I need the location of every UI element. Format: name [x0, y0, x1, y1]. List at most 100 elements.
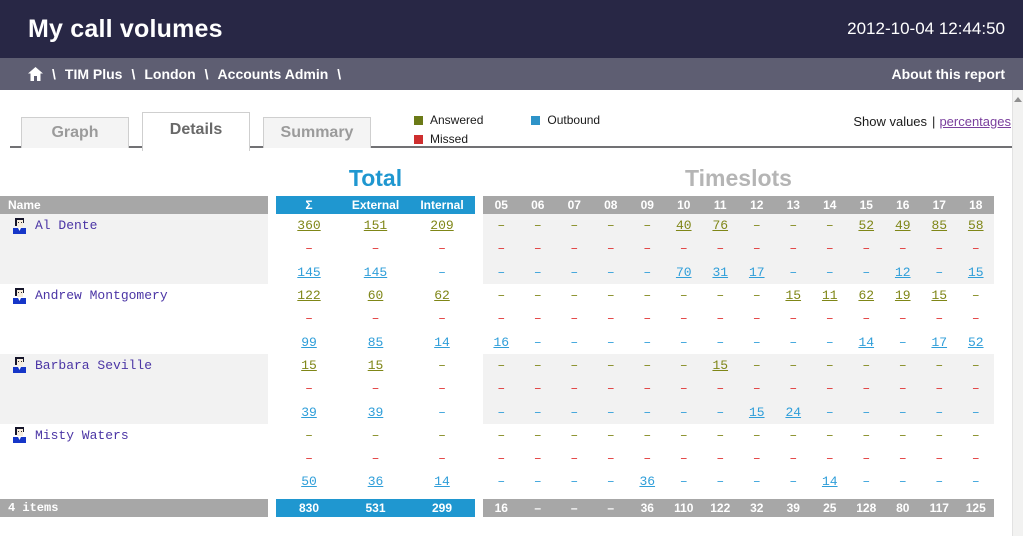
no-calls-dash: –: [371, 451, 380, 467]
no-calls-dash: –: [533, 474, 542, 490]
call-count-link[interactable]: 14: [858, 334, 875, 350]
call-count-link[interactable]: 85: [367, 334, 384, 350]
column-gap: [268, 196, 276, 214]
internal-calls-cell: –: [409, 423, 475, 447]
call-count-link[interactable]: 16: [493, 334, 510, 350]
call-count-link[interactable]: 31: [712, 264, 729, 280]
call-count-link[interactable]: 52: [967, 334, 984, 350]
call-count-link[interactable]: 17: [748, 264, 765, 280]
call-count-link[interactable]: 85: [931, 218, 948, 234]
call-count-link[interactable]: 52: [858, 218, 875, 234]
footer-timeslot-15: 128: [848, 498, 885, 517]
call-count-link[interactable]: 122: [297, 288, 321, 304]
no-calls-dash: –: [789, 427, 798, 443]
tab-graph[interactable]: Graph: [21, 117, 129, 148]
call-count-link[interactable]: 15: [367, 357, 384, 373]
no-calls-dash: –: [898, 311, 907, 327]
call-count-link[interactable]: 15: [712, 357, 729, 373]
call-count-link[interactable]: 209: [430, 218, 454, 234]
timeslot-cell-06: –: [519, 260, 556, 284]
call-count-link[interactable]: 15: [785, 288, 802, 304]
home-icon[interactable]: [28, 67, 43, 81]
internal-calls-cell: 62: [409, 283, 475, 308]
timeslot-cell-10: –: [666, 447, 703, 470]
call-count-link[interactable]: 70: [675, 264, 692, 280]
call-count-link[interactable]: 15: [748, 404, 765, 420]
timeslot-cell-08: –: [592, 260, 629, 284]
outbound-legend-swatch: [531, 115, 541, 125]
footer-timeslot-17: 117: [921, 498, 958, 517]
call-count-link[interactable]: 19: [894, 288, 911, 304]
call-count-link[interactable]: 60: [367, 288, 384, 304]
column-gap: [475, 423, 483, 447]
scroll-up-arrow-icon[interactable]: [1014, 97, 1022, 102]
column-gap: [475, 307, 483, 331]
call-count-link[interactable]: 36: [639, 474, 656, 490]
external-calls-cell: 36: [342, 470, 409, 494]
call-count-link[interactable]: 24: [785, 404, 802, 420]
tab-summary[interactable]: Summary: [263, 117, 371, 148]
call-count-link[interactable]: 15: [967, 264, 984, 280]
column-gap: [475, 330, 483, 354]
no-calls-dash: –: [679, 474, 688, 490]
external-calls-cell: 39: [342, 400, 409, 424]
timeslot-cell-11: 31: [702, 260, 739, 284]
breadcrumb-item[interactable]: Accounts Admin: [217, 66, 329, 82]
call-count-link[interactable]: 14: [434, 334, 450, 350]
call-count-link[interactable]: 36: [367, 474, 384, 490]
percentages-link[interactable]: percentages: [939, 114, 1011, 129]
call-count-link[interactable]: 151: [363, 218, 388, 234]
call-count-link[interactable]: 62: [434, 288, 450, 304]
column-gap: [475, 446, 483, 471]
call-count-link[interactable]: 145: [297, 264, 321, 280]
call-count-link[interactable]: 58: [967, 218, 984, 234]
call-count-link[interactable]: 17: [931, 334, 948, 350]
tab-details[interactable]: Details: [142, 112, 250, 151]
call-count-link[interactable]: 15: [301, 357, 317, 373]
breadcrumb-item[interactable]: London: [144, 66, 196, 82]
call-count-link[interactable]: 39: [367, 404, 384, 420]
call-count-link[interactable]: 11: [821, 288, 838, 304]
timeslot-cell-15: –: [848, 400, 885, 424]
call-count-link[interactable]: 99: [301, 334, 317, 350]
person-name-cell: [0, 400, 268, 424]
call-count-link[interactable]: 14: [434, 474, 450, 490]
no-calls-dash: –: [533, 334, 542, 350]
timeslot-cell-09: –: [629, 353, 666, 378]
timeslot-cell-10: –: [665, 377, 702, 401]
call-count-link[interactable]: 145: [363, 264, 388, 280]
no-calls-dash: –: [438, 427, 446, 443]
no-calls-dash: –: [825, 264, 834, 280]
internal-column-header: Internal: [409, 196, 475, 214]
call-count-link[interactable]: 76: [712, 218, 729, 234]
timeslot-cell-06: –: [520, 470, 557, 493]
timeslot-cell-09: –: [629, 237, 666, 261]
footer-external-calls-cell: 531: [342, 498, 409, 517]
call-count-link[interactable]: 15: [931, 288, 948, 304]
breadcrumb-item[interactable]: TIM Plus: [64, 66, 123, 82]
no-calls-dash: –: [533, 381, 542, 397]
call-count-link[interactable]: 14: [821, 474, 838, 490]
timeslot-cell-10: –: [665, 237, 702, 261]
about-this-report-link[interactable]: About this report: [891, 66, 1005, 82]
timeslot-cell-17: –: [921, 400, 958, 424]
no-calls-dash: –: [305, 311, 313, 327]
call-count-link[interactable]: 50: [301, 474, 317, 490]
timeslot-cell-05: –: [483, 400, 520, 424]
call-count-link[interactable]: 360: [297, 218, 321, 234]
no-calls-dash: –: [643, 404, 652, 420]
timeslot-cell-06: –: [520, 447, 557, 470]
timeslot-cell-05: –: [483, 377, 520, 401]
vertical-scrollbar[interactable]: [1012, 90, 1023, 536]
call-count-link[interactable]: 49: [894, 218, 911, 234]
external-calls-cell: 151: [342, 214, 409, 238]
call-count-link[interactable]: 12: [894, 264, 911, 280]
call-count-link[interactable]: 62: [858, 288, 875, 304]
timeslot-cell-16: –: [885, 330, 922, 353]
answered-row: Barbara Seville 15 15 – – – – – – – 15 – – – – – – –: [0, 353, 994, 378]
no-calls-dash: –: [752, 381, 761, 397]
user-icon: [13, 427, 26, 444]
call-count-link[interactable]: 40: [675, 218, 692, 234]
no-calls-dash: –: [716, 288, 725, 304]
call-count-link[interactable]: 39: [301, 404, 317, 420]
